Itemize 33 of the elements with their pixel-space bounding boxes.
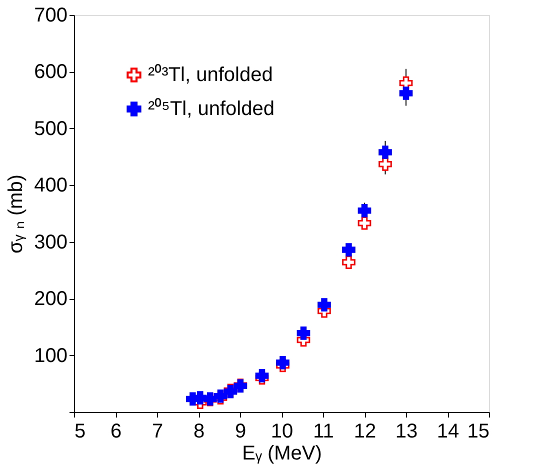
x-tick-label: 7 — [152, 420, 164, 442]
y-tick-label: 500 — [34, 118, 68, 140]
point — [296, 326, 310, 340]
y-tick-label: 300 — [34, 231, 68, 254]
y-tick-label: 700 — [34, 4, 68, 26]
point — [255, 369, 269, 382]
point — [342, 243, 356, 256]
x-tick-label: 9 — [234, 420, 246, 442]
legend-label: ²⁰³Tl, unfolded — [148, 63, 273, 86]
point — [318, 298, 331, 312]
x-tick-label: 8 — [193, 420, 205, 442]
y-tick-label: 600 — [34, 61, 68, 84]
y-tick-label: 100 — [34, 344, 68, 367]
legend-label: ²⁰⁵Tl, unfolded — [148, 97, 274, 120]
x-tick-label: 6 — [110, 420, 122, 442]
point — [378, 146, 392, 159]
x-tick-label: 14 — [436, 420, 460, 442]
point — [342, 256, 356, 269]
y-tick-label: 200 — [34, 288, 68, 310]
x-axis-title: Eᵧ (MeV) — [242, 442, 322, 464]
x-tick-label: 15 — [467, 420, 490, 442]
x-tick-label: 10 — [270, 420, 294, 442]
x-tick-label: 13 — [395, 420, 418, 442]
point — [358, 204, 372, 218]
y-tick-label: 400 — [34, 174, 68, 197]
point — [358, 216, 372, 230]
x-tick-label: 5 — [74, 420, 86, 442]
point — [276, 356, 290, 370]
point — [399, 86, 413, 100]
x-tick-label: 11 — [313, 420, 334, 442]
y-axis-title: σᵧ ₙ (mb) — [5, 174, 28, 254]
x-tick-label: 12 — [354, 420, 376, 442]
point — [378, 157, 392, 171]
